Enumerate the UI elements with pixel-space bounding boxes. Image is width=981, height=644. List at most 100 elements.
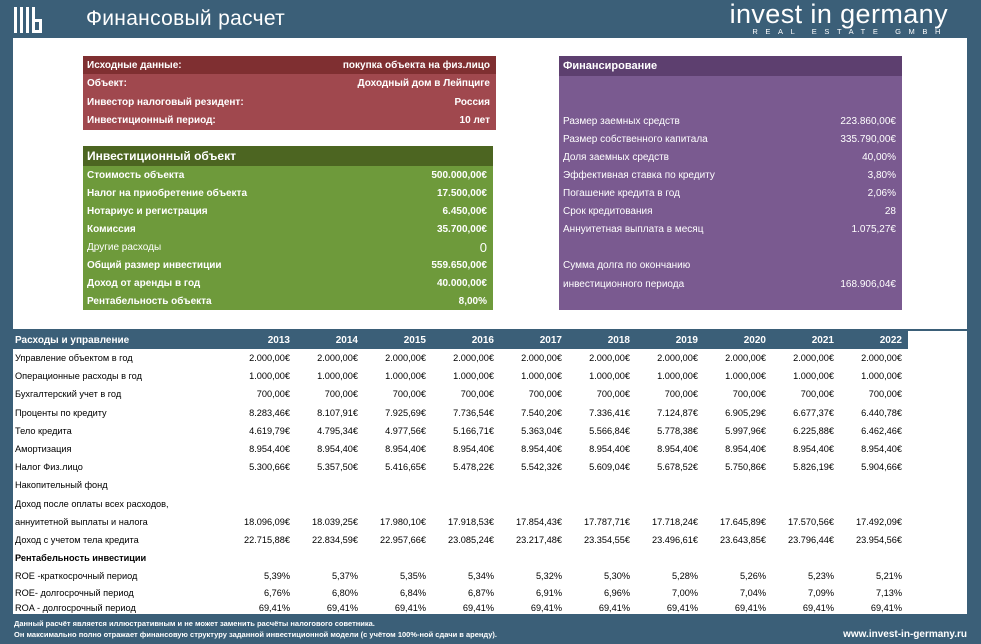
investment-row: Нотариус и регистрация 6.450,00€ [87, 205, 487, 217]
table-cell: 6.440,78€ [861, 407, 902, 418]
table-cell: 5,35% [399, 571, 426, 582]
table-cell: 4.795,34€ [317, 425, 358, 436]
source-row: Инвестор налоговый резидент: Россия [87, 96, 490, 108]
year-header: 2017 [500, 331, 568, 349]
table-row: Доход с учетом тела кредита 22.715,88€ 22.… [13, 531, 908, 549]
table-cell: 6,91% [535, 587, 562, 598]
table-cell: 5.542,32€ [521, 462, 562, 473]
page-title: Финансовый расчет [86, 7, 286, 30]
financing-row: Размер собственного капитала 335.790,00€ [563, 133, 896, 145]
table-cell: 1.000,00€ [793, 371, 834, 382]
table-cell: 6,80% [331, 587, 358, 598]
row-label: Амортизация [15, 444, 72, 455]
table-cell: 17.918,53€ [448, 516, 494, 527]
table-cell: 1.000,00€ [657, 371, 698, 382]
table-cell: 8.954,40€ [249, 444, 290, 455]
table-row: Управление объектом в год 2.000,00€ 2.000,… [13, 349, 908, 367]
table-cell: 1.000,00€ [861, 371, 902, 382]
financing-box: Финансирование Размер заемных средств 223… [559, 56, 902, 310]
table-cell: 8.954,40€ [453, 444, 494, 455]
investment-heading: Инвестиционный объект [83, 146, 493, 166]
table-cell: 6.225,88€ [793, 425, 834, 436]
table-cell [228, 495, 296, 513]
expenses-table: Расходы и управление 2013 2014 2015 2016… [13, 331, 908, 615]
table-cell [636, 476, 704, 494]
financing-row: Доля заемных средств 40,00% [563, 151, 896, 163]
table-cell [364, 476, 432, 494]
table-cell: 5,32% [535, 571, 562, 582]
table-cell: 2.000,00€ [657, 353, 698, 364]
investment-row: Комиссия 35.700,00€ [87, 223, 487, 235]
table-cell: 5,21% [875, 571, 902, 582]
year-header: 2015 [364, 331, 432, 349]
source-row: Объект: Доходный дом в Лейпциге [87, 77, 490, 89]
table-cell: 5.778,38€ [657, 425, 698, 436]
table-cell [432, 476, 500, 494]
table-row: Проценты по кредиту 8.283,46€ 8.107,91€ 7.9… [13, 404, 908, 422]
row-label: Операционные расходы в год [15, 371, 142, 382]
investment-row: Стоимость объекта 500.000,00€ [87, 169, 487, 181]
table-row: Доход после оплаты всех расходов, [13, 495, 908, 513]
table-cell: 5,26% [739, 571, 766, 582]
table-cell [704, 549, 772, 567]
table-cell: 23.085,24€ [448, 534, 494, 545]
table-cell: 2.000,00€ [589, 353, 630, 364]
company-logo-icon [14, 7, 42, 33]
investment-row: Общий размер инвестиции 559.650,00€ [87, 259, 487, 271]
table-cell: 8.954,40€ [861, 444, 902, 455]
table-cell: 5.566,84€ [589, 425, 630, 436]
table-cell: 8.954,40€ [521, 444, 562, 455]
table-cell: 6.677,37€ [793, 407, 834, 418]
table-cell: 6,84% [399, 587, 426, 598]
table-cell: 5.826,19€ [793, 462, 834, 473]
disclaimer: Данный расчёт является иллюстративным и … [14, 619, 498, 639]
table-cell: 2.000,00€ [725, 353, 766, 364]
table-cell: 8.954,40€ [793, 444, 834, 455]
table-cell [772, 495, 840, 513]
debt-value-row: инвестиционного периода 168.906,04€ [563, 278, 896, 290]
table-cell: 22.834,59€ [312, 534, 358, 545]
table-row: ROE -краткосрочный период 5,39% 5,37% 5,35%… [13, 567, 908, 585]
table-cell: 17.718,24€ [652, 516, 698, 527]
table-cell [704, 495, 772, 513]
table-cell: 22.715,88€ [244, 534, 290, 545]
table-cell: 69,41% [394, 602, 426, 613]
year-header: 2013 [228, 331, 296, 349]
table-row: ROA - долгосрочный период 69,41% 69,41% 69,… [13, 600, 908, 615]
table-cell: 700,00€ [392, 389, 426, 400]
table-row: Тело кредита 4.619,79€ 4.795,34€ 4.977,56€ 5… [13, 422, 908, 440]
table-cell: 700,00€ [800, 389, 834, 400]
expenses-table-panel: Расходы и управление 2013 2014 2015 2016… [13, 331, 967, 614]
table-cell [500, 476, 568, 494]
table-cell: 23.643,85€ [720, 534, 766, 545]
table-cell: 2.000,00€ [317, 353, 358, 364]
source-row: Исходные данные: покупка объекта на физ.л… [83, 56, 496, 74]
table-cell [500, 549, 568, 567]
table-cell: 7.336,41€ [589, 407, 630, 418]
website-link[interactable]: www.invest-in-germany.ru [843, 629, 967, 640]
table-cell: 23.796,44€ [788, 534, 834, 545]
table-row: Амортизация 8.954,40€ 8.954,40€ 8.954,40€ 8.… [13, 440, 908, 458]
row-label: Накопительный фонд [15, 480, 108, 491]
table-cell: 2.000,00€ [249, 353, 290, 364]
table-cell: 1.000,00€ [589, 371, 630, 382]
investment-object-box: Инвестиционный объект Стоимость объекта 5… [83, 146, 493, 310]
table-cell [432, 549, 500, 567]
investment-row: Другие расходы 0 [87, 239, 487, 255]
table-cell [840, 495, 908, 513]
table-cell: 7.124,87€ [657, 407, 698, 418]
table-cell [636, 549, 704, 567]
row-label: Управление объектом в год [15, 353, 133, 364]
financing-heading: Финансирование [559, 56, 902, 76]
table-cell: 69,41% [870, 602, 902, 613]
source-row: Инвестиционный период: 10 лет [87, 114, 490, 126]
table-cell: 69,41% [326, 602, 358, 613]
table-row: Бухгалтерский учет в год 700,00€ 700,00€ 70… [13, 385, 908, 403]
brand-name: invest in germany [729, 0, 948, 29]
table-cell: 4.619,79€ [249, 425, 290, 436]
row-label: Доход после оплаты всех расходов, [15, 498, 169, 509]
table-cell: 8.954,40€ [385, 444, 426, 455]
table-cell: 69,41% [258, 602, 290, 613]
table-cell: 5,37% [331, 571, 358, 582]
investment-row: Доход от аренды в год 40.000,00€ [87, 277, 487, 289]
